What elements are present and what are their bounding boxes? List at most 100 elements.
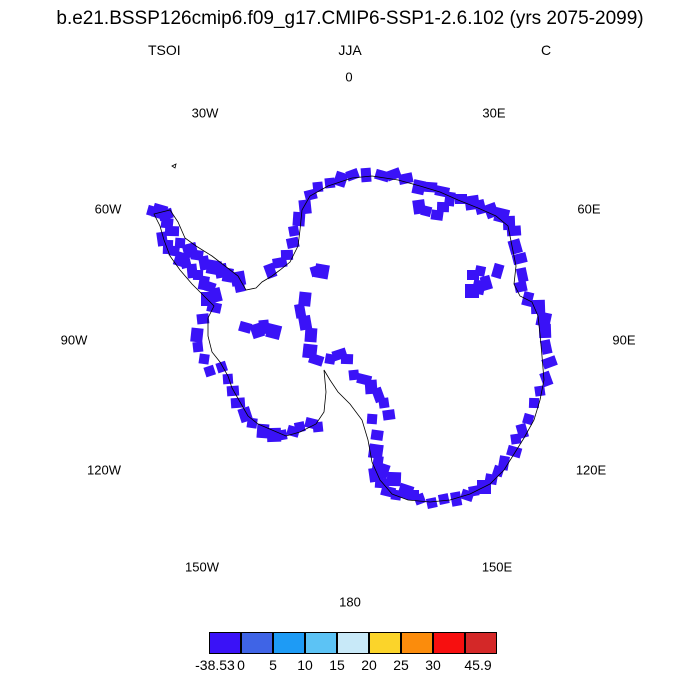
field-cell xyxy=(276,429,288,441)
field-cell xyxy=(385,167,402,182)
field-cell xyxy=(467,270,479,280)
plot-title: b.e21.BSSP126cmip6.f09_g17.CMIP6-SSP1-2.… xyxy=(56,8,644,29)
field-cell xyxy=(222,373,234,385)
colorbar-label: 20 xyxy=(361,657,377,673)
colorbar-label: 25 xyxy=(393,657,409,673)
field-cell xyxy=(340,353,354,365)
field-cell xyxy=(455,194,467,204)
field-cell xyxy=(294,303,307,319)
units-label: C xyxy=(541,42,552,58)
soil-temperature-field xyxy=(146,167,558,509)
field-cell xyxy=(285,236,300,249)
field-cell xyxy=(376,462,391,480)
field-cell xyxy=(367,443,384,460)
field-cell xyxy=(238,320,253,334)
lon-label-150w: 150W xyxy=(185,559,219,575)
season-label: JJA xyxy=(338,42,362,58)
colorbar-label: 5 xyxy=(269,657,277,673)
lon-label-180: 180 xyxy=(339,594,361,610)
field-cell xyxy=(292,211,306,227)
field-cell xyxy=(497,455,510,471)
field-cell xyxy=(348,369,360,381)
field-cell xyxy=(309,264,324,278)
colorbar-swatch xyxy=(337,632,369,654)
colorbar-label: 45.9 xyxy=(464,657,492,673)
field-cell xyxy=(312,421,324,433)
colorbar-swatch xyxy=(401,632,433,654)
field-cell xyxy=(196,313,210,325)
field-cell xyxy=(534,385,546,397)
field-cell xyxy=(249,322,266,340)
field-cell xyxy=(386,471,402,487)
field-cell xyxy=(265,322,283,340)
colorbar-label: 15 xyxy=(329,657,345,673)
field-cell xyxy=(535,311,553,328)
field-cell xyxy=(541,355,558,370)
field-cell xyxy=(511,252,528,266)
field-cell xyxy=(345,167,360,182)
lon-label-0: 0 xyxy=(345,69,353,85)
field-cell xyxy=(430,209,444,221)
field-cell xyxy=(407,490,419,500)
colorbar-swatch xyxy=(209,632,241,654)
field-cell xyxy=(221,267,234,283)
colorbar-swatch xyxy=(273,632,305,654)
lon-label-90w: 90W xyxy=(60,332,88,348)
field-cell xyxy=(474,265,487,277)
field-cell xyxy=(324,177,336,189)
field-cell xyxy=(450,491,463,507)
field-cell xyxy=(215,360,228,374)
colorbar-swatch xyxy=(305,632,337,654)
field-cell xyxy=(370,429,384,441)
field-cell xyxy=(425,497,438,509)
field-cell xyxy=(530,299,546,315)
colorbar-swatch xyxy=(241,632,273,654)
colorbar-label: 10 xyxy=(297,657,313,673)
field-cell xyxy=(298,314,313,331)
field-cell xyxy=(374,168,391,183)
field-cell xyxy=(366,413,378,425)
variable-label: TSOI xyxy=(148,42,181,58)
field-cell xyxy=(465,284,479,298)
field-cell xyxy=(198,353,210,365)
coastline-path xyxy=(153,175,545,503)
field-cell xyxy=(528,397,540,409)
field-cell xyxy=(190,327,204,343)
field-cell xyxy=(157,207,174,222)
field-cell xyxy=(412,199,427,215)
lon-label-30w: 30W xyxy=(191,105,219,121)
field-cell xyxy=(490,262,505,280)
lon-label-120w: 120W xyxy=(87,462,121,478)
colorbar-swatch xyxy=(369,632,401,654)
field-cell xyxy=(308,352,325,367)
field-cell xyxy=(303,188,318,202)
field-cell xyxy=(539,339,553,355)
field-cell xyxy=(436,201,450,213)
field-cell xyxy=(246,417,258,429)
field-cell xyxy=(515,267,529,283)
field-cell xyxy=(539,370,554,388)
field-cell xyxy=(437,493,450,505)
colorbar-label: -38.53 xyxy=(195,657,235,673)
lon-label-60w: 60W xyxy=(94,201,122,217)
field-cell xyxy=(272,256,288,269)
field-cell xyxy=(160,217,174,229)
colorbar-swatch xyxy=(433,632,465,654)
field-cell xyxy=(192,341,204,353)
lon-label-60e: 60E xyxy=(577,201,601,217)
field-cell xyxy=(230,397,246,409)
field-cell xyxy=(411,179,427,196)
island-path xyxy=(171,163,177,169)
field-cell xyxy=(378,397,390,409)
field-cell xyxy=(226,385,240,397)
field-cell xyxy=(164,225,180,237)
antarctic-coastline xyxy=(153,163,545,503)
field-cell xyxy=(397,172,414,185)
lon-label-120e: 120E xyxy=(575,462,607,478)
colorbar-label: 30 xyxy=(425,657,441,673)
field-cell xyxy=(521,290,535,307)
field-cell xyxy=(382,409,396,421)
field-cell xyxy=(293,421,306,433)
lon-label-150e: 150E xyxy=(481,559,513,575)
